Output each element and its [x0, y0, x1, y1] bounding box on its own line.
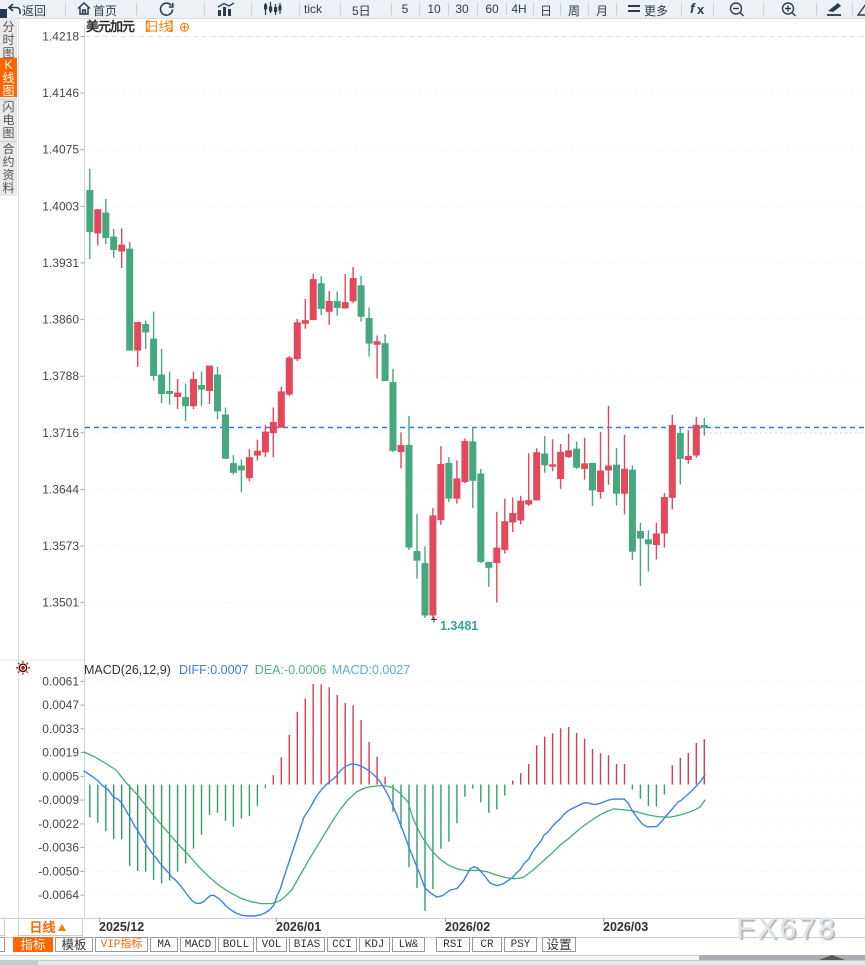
svg-text:-0.0022: -0.0022: [38, 817, 79, 831]
svg-text:1.4075: 1.4075: [42, 143, 79, 157]
svg-text:1.3931: 1.3931: [42, 256, 79, 270]
svg-text:-0.0064: -0.0064: [38, 888, 79, 902]
svg-text:1.3573: 1.3573: [42, 539, 79, 553]
svg-text:-0.0009: -0.0009: [38, 793, 79, 807]
svg-text:-0.0050: -0.0050: [38, 864, 79, 878]
svg-text:+: +: [431, 613, 438, 627]
svg-text:DEA:-0.0006: DEA:-0.0006: [255, 663, 327, 677]
svg-text:MACD(26,12,9): MACD(26,12,9): [84, 663, 171, 677]
svg-text:DIFF:0.0007: DIFF:0.0007: [179, 663, 249, 677]
svg-text:1.3481: 1.3481: [440, 619, 478, 633]
svg-text:1.3501: 1.3501: [42, 596, 79, 610]
svg-text:1.4146: 1.4146: [42, 86, 79, 100]
svg-text:0.0005: 0.0005: [42, 769, 79, 783]
svg-text:0.0019: 0.0019: [42, 746, 79, 760]
svg-text:1.4218: 1.4218: [42, 30, 79, 44]
svg-text:0.0033: 0.0033: [42, 722, 79, 736]
svg-text:【日线】: 【日线】: [138, 20, 182, 34]
svg-text:0.0061: 0.0061: [42, 674, 79, 688]
svg-text:1.3644: 1.3644: [42, 482, 79, 496]
svg-text:0.0047: 0.0047: [42, 698, 79, 712]
svg-text:1.3788: 1.3788: [42, 369, 79, 383]
svg-text:1.3860: 1.3860: [42, 313, 79, 327]
svg-text:1.4003: 1.4003: [42, 199, 79, 213]
svg-text:-0.0036: -0.0036: [38, 841, 79, 855]
svg-text:美元加元: 美元加元: [86, 19, 135, 34]
svg-text:1.3716: 1.3716: [42, 426, 79, 440]
svg-text:MACD:0.0027: MACD:0.0027: [332, 663, 411, 677]
